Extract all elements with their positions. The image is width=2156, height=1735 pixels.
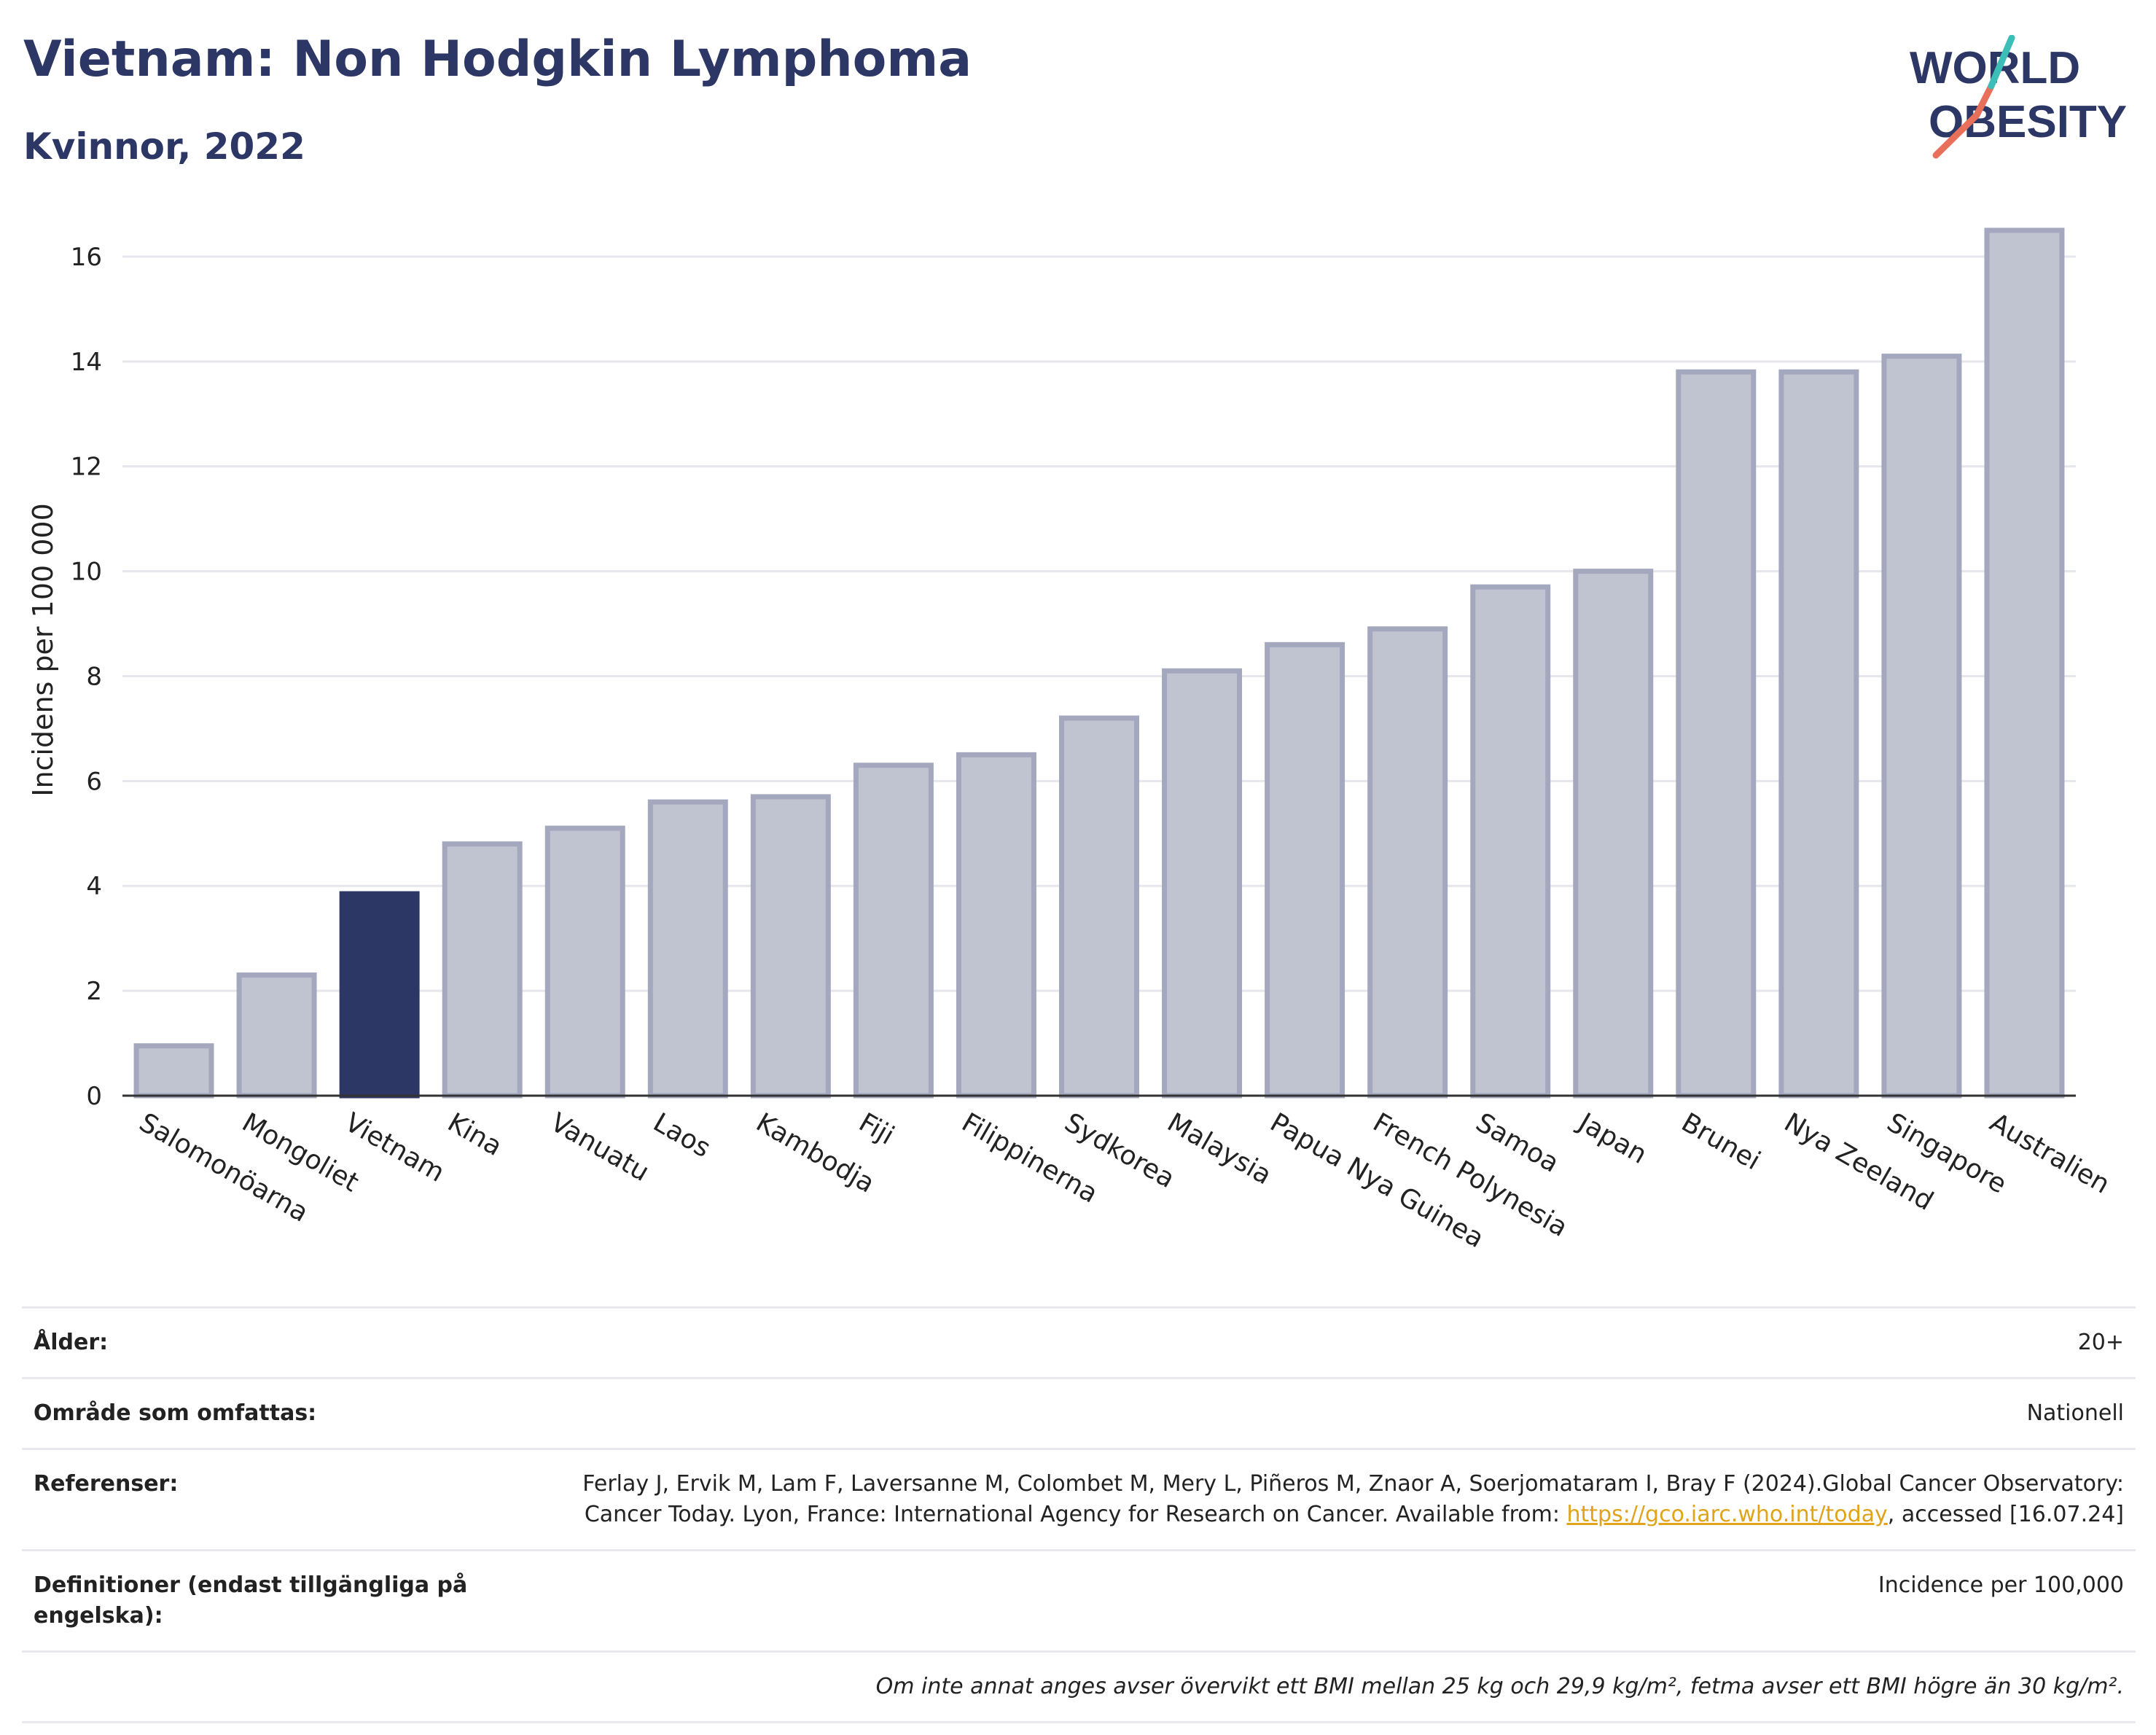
bar-kambodja (750, 794, 831, 1099)
meta-row-area: Område som omfattas: Nationell (22, 1377, 2136, 1448)
x-tick-label: Fiji (854, 1107, 899, 1151)
age-label: Ålder: (34, 1330, 109, 1355)
definitions-value: Incidence per 100,000 (1878, 1572, 2124, 1598)
references-text: Ferlay J, Ervik M, Lam F, Laversanne M, … (582, 1471, 2124, 1527)
bar-vanuatu (544, 825, 625, 1099)
references-accessed: , accessed [16.07.24] (1887, 1502, 2124, 1527)
y-tick-label: 4 (86, 872, 102, 901)
area-label: Område som omfattas: (34, 1400, 317, 1426)
y-tick-label: 8 (86, 662, 102, 691)
bar-fiji (853, 763, 934, 1099)
references-value: Ferlay J, Ervik M, Lam F, Laversanne M, … (520, 1469, 2124, 1530)
x-tick-label: Japan (1572, 1107, 1652, 1170)
bar-samoa (1470, 584, 1551, 1099)
y-tick-label: 6 (86, 767, 102, 796)
y-tick-label: 14 (71, 348, 102, 377)
bar-chart: 0 2 4 6 8 10 12 14 16 Incidens per 100 000 Salomon… (27, 227, 2114, 1254)
references-link[interactable]: https://gco.iarc.who.int/today (1566, 1502, 1888, 1527)
bar-vietnam (339, 891, 420, 1099)
y-tick-label: 0 (86, 1082, 102, 1111)
y-tick-label: 10 (71, 558, 102, 587)
bar-nya-zeeland (1778, 369, 1859, 1099)
page-title: Vietnam: Non Hodgkin Lymphoma (23, 31, 972, 88)
meta-row-definitions: Definitioner (endast tillgängliga på eng… (22, 1549, 2136, 1650)
y-tick-label: 2 (86, 977, 102, 1006)
bar-singapore (1881, 354, 1962, 1099)
x-tick-label: Vanuatu (545, 1107, 654, 1188)
page-subtitle: Kvinnor, 2022 (23, 125, 305, 168)
bar-french-polynesia (1367, 626, 1448, 1099)
bar-kina (442, 841, 523, 1099)
note-label-empty (34, 1672, 485, 1702)
age-value: 20+ (2077, 1330, 2124, 1355)
x-tick-label: Kina (442, 1107, 507, 1162)
bar-japan (1573, 569, 1654, 1099)
logo-slash-coral (1973, 82, 1995, 119)
x-tick-label: Laos (648, 1107, 715, 1163)
bar-mongoliet (236, 972, 317, 1099)
y-tick-label: 16 (71, 243, 102, 272)
bar-australien (1984, 227, 2065, 1099)
logo-slash-coral-lower (1932, 112, 1980, 159)
metadata-table: Ålder: 20+ Område som omfattas: Nationel… (22, 1306, 2136, 1723)
definitions-label: Definitioner (endast tillgängliga på eng… (34, 1572, 468, 1629)
meta-row-note: Om inte annat anges avser övervikt ett B… (22, 1650, 2136, 1723)
bar-brunei (1676, 369, 1757, 1099)
x-tick-label: Malaysia (1163, 1107, 1277, 1190)
y-axis-label: Incidens per 100 000 (27, 503, 59, 797)
x-tick-label: Salomonöarna (134, 1107, 313, 1228)
logo-line2: OBESITY (1929, 97, 2127, 147)
meta-row-references: Referenser: Ferlay J, Ervik M, Lam F, La… (22, 1448, 2136, 1549)
logo-slash-teal (1988, 35, 2015, 90)
bmi-note: Om inte annat anges avser övervikt ett B… (875, 1674, 2124, 1699)
x-tick-label: Brunei (1676, 1107, 1765, 1176)
bar-filippinerna (956, 752, 1036, 1099)
world-obesity-logo: WORLD OBESITY (1910, 35, 2127, 159)
bar-sydkorea (1059, 715, 1139, 1099)
references-label: Referenser: (34, 1471, 179, 1497)
area-value: Nationell (2026, 1400, 2124, 1426)
bar-salomonöarna (133, 1043, 214, 1099)
meta-row-age: Ålder: 20+ (22, 1306, 2136, 1377)
bar-papua-nya-guinea (1265, 642, 1345, 1099)
logo-line1: WORLD (1910, 43, 2080, 93)
y-tick-label: 12 (71, 453, 102, 482)
bar-laos (647, 799, 728, 1099)
bar-malaysia (1162, 668, 1243, 1099)
